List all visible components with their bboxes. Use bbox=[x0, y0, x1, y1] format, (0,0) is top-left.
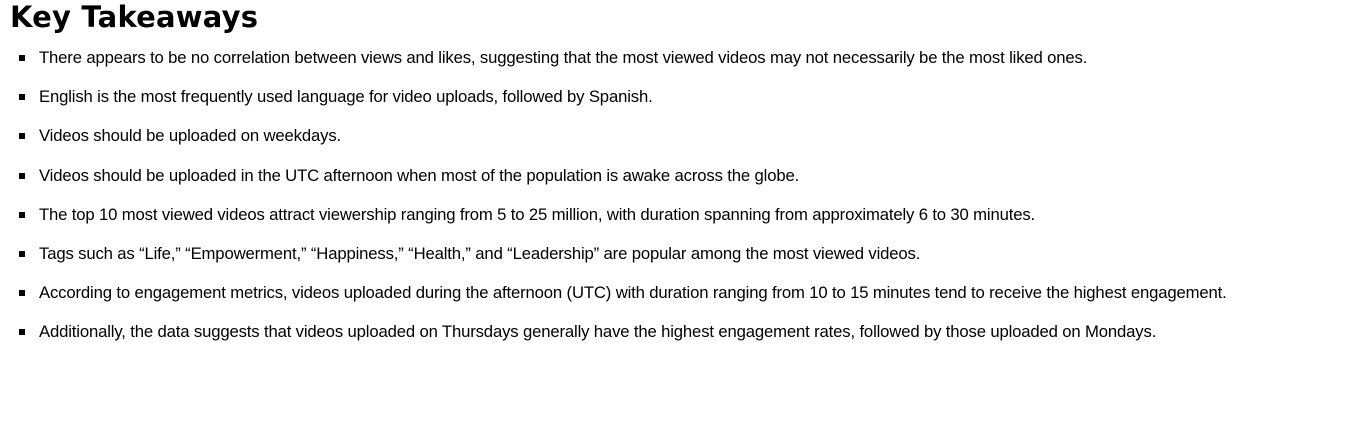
document-page: Key Takeaways There appears to be no cor… bbox=[10, 0, 1358, 341]
list-item: Videos should be uploaded on weekdays. bbox=[10, 125, 1358, 164]
square-bullet-icon bbox=[19, 55, 25, 61]
list-item: The top 10 most viewed videos attract vi… bbox=[10, 204, 1358, 243]
square-bullet-icon bbox=[19, 94, 25, 101]
list-item: According to engagement metrics, videos … bbox=[10, 282, 1358, 321]
square-bullet-icon bbox=[19, 211, 25, 218]
list-item-text: Additionally, the data suggests that vid… bbox=[39, 322, 1157, 342]
list-item: Additionally, the data suggests that vid… bbox=[10, 321, 1358, 360]
page-title: Key Takeaways bbox=[10, 0, 259, 34]
square-bullet-icon bbox=[19, 290, 25, 297]
list-item: There appears to be no correlation betwe… bbox=[10, 47, 1358, 86]
list-item-text: Videos should be uploaded on weekdays. bbox=[39, 126, 342, 146]
list-item-text: Tags such as “Life,” “Empowerment,” “Hap… bbox=[39, 243, 921, 263]
list-item-text: Videos should be uploaded in the UTC aft… bbox=[39, 165, 800, 185]
list-item-text: The top 10 most viewed videos attract vi… bbox=[39, 204, 1036, 224]
list-item-text: English is the most frequently used lang… bbox=[39, 87, 653, 107]
list-item-text: There appears to be no correlation betwe… bbox=[39, 48, 1088, 67]
list-item: English is the most frequently used lang… bbox=[10, 86, 1358, 125]
square-bullet-icon bbox=[19, 133, 25, 140]
list-item: Tags such as “Life,” “Empowerment,” “Hap… bbox=[10, 243, 1358, 282]
list-item-text: According to engagement metrics, videos … bbox=[39, 283, 1227, 303]
takeaways-list: There appears to be no correlation betwe… bbox=[10, 47, 1358, 361]
square-bullet-icon bbox=[19, 329, 25, 336]
list-item: Videos should be uploaded in the UTC aft… bbox=[10, 165, 1358, 204]
square-bullet-icon bbox=[19, 250, 25, 257]
square-bullet-icon bbox=[19, 172, 25, 179]
